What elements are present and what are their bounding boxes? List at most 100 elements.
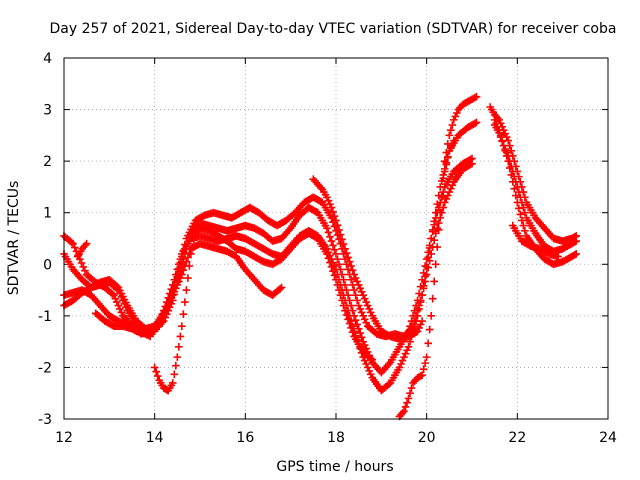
series-track-10 bbox=[441, 136, 458, 176]
data-point bbox=[434, 226, 443, 234]
series-track-14 bbox=[509, 221, 562, 261]
data-point bbox=[472, 92, 481, 101]
data-point bbox=[330, 245, 339, 254]
data-point bbox=[341, 245, 349, 253]
data-point bbox=[70, 243, 79, 252]
series-track-6 bbox=[73, 239, 91, 261]
data-point bbox=[410, 306, 419, 315]
data-point bbox=[445, 131, 454, 140]
data-point bbox=[69, 239, 77, 248]
data-point bbox=[324, 254, 333, 263]
data-point bbox=[176, 255, 185, 263]
data-point bbox=[324, 228, 333, 237]
data-point bbox=[327, 237, 336, 245]
series-track-9 bbox=[395, 92, 481, 421]
data-point bbox=[344, 253, 352, 262]
data-point bbox=[181, 298, 189, 306]
data-point bbox=[505, 141, 514, 150]
chart-title: Day 257 of 2021, Sidereal Day-to-day VTE… bbox=[50, 21, 617, 37]
data-point bbox=[512, 191, 520, 200]
data-point bbox=[513, 183, 522, 191]
data-point bbox=[356, 329, 364, 337]
data-point bbox=[401, 403, 410, 411]
data-point bbox=[190, 236, 198, 245]
data-point bbox=[510, 172, 519, 181]
data-point bbox=[439, 203, 448, 212]
data-point bbox=[403, 398, 411, 407]
y-tick-label: 1 bbox=[43, 206, 52, 222]
data-point bbox=[333, 270, 342, 279]
data-point bbox=[507, 147, 516, 155]
data-point bbox=[173, 353, 182, 361]
data-point bbox=[472, 118, 481, 127]
data-point bbox=[424, 339, 432, 348]
data-point bbox=[410, 322, 419, 330]
data-point bbox=[182, 286, 191, 294]
data-point bbox=[519, 221, 528, 230]
data-point bbox=[330, 212, 339, 220]
data-point bbox=[368, 355, 377, 364]
data-point bbox=[419, 365, 428, 373]
data-point bbox=[521, 208, 529, 217]
data-point bbox=[348, 281, 357, 289]
data-point bbox=[339, 240, 348, 248]
data-point bbox=[172, 270, 180, 279]
data-point bbox=[277, 283, 286, 292]
data-point bbox=[554, 252, 562, 261]
data-point bbox=[518, 198, 526, 207]
y-tick-label: 2 bbox=[43, 154, 52, 170]
data-point bbox=[342, 311, 351, 319]
data-point bbox=[332, 216, 340, 225]
data-point bbox=[335, 286, 343, 294]
data-point bbox=[421, 277, 429, 286]
data-point bbox=[351, 291, 360, 300]
y-axis-label: SDTVAR / TECUs bbox=[6, 181, 22, 296]
series-track-7 bbox=[150, 224, 377, 395]
data-point bbox=[347, 262, 355, 270]
data-point bbox=[81, 266, 89, 275]
data-point bbox=[418, 317, 426, 325]
y-tick-label: 0 bbox=[43, 257, 52, 273]
data-point bbox=[153, 372, 162, 380]
data-point bbox=[498, 137, 507, 146]
data-point bbox=[416, 298, 425, 306]
data-point bbox=[345, 257, 354, 266]
data-point bbox=[421, 359, 429, 367]
data-point bbox=[339, 250, 348, 258]
series-track-4 bbox=[60, 239, 286, 333]
data-point bbox=[332, 226, 340, 235]
data-point bbox=[333, 221, 342, 229]
data-point bbox=[572, 250, 581, 258]
data-point bbox=[519, 203, 528, 212]
data-point bbox=[516, 193, 525, 202]
data-point bbox=[350, 286, 358, 294]
data-point bbox=[82, 239, 91, 248]
data-point bbox=[427, 312, 435, 320]
data-point bbox=[344, 265, 352, 274]
data-point bbox=[430, 220, 439, 229]
data-point bbox=[329, 267, 337, 275]
data-point bbox=[404, 394, 413, 403]
data-point bbox=[330, 271, 339, 280]
data-point bbox=[572, 237, 581, 245]
data-point bbox=[345, 319, 354, 328]
data-point bbox=[428, 294, 437, 303]
data-point bbox=[323, 250, 331, 258]
data-point bbox=[170, 275, 179, 284]
data-point bbox=[344, 315, 352, 324]
series-track-5 bbox=[91, 309, 154, 341]
data-point bbox=[437, 191, 446, 200]
data-point bbox=[179, 310, 188, 318]
x-tick-label: 14 bbox=[146, 430, 164, 446]
data-point bbox=[439, 174, 448, 183]
data-point bbox=[418, 371, 426, 379]
data-point bbox=[79, 263, 88, 271]
data-point bbox=[152, 367, 160, 376]
data-point bbox=[327, 263, 336, 271]
y-tick-label: -1 bbox=[38, 309, 52, 325]
data-point bbox=[442, 160, 451, 169]
data-point bbox=[412, 301, 420, 310]
data-point bbox=[338, 296, 346, 305]
data-point bbox=[448, 121, 457, 129]
data-point bbox=[425, 257, 434, 265]
